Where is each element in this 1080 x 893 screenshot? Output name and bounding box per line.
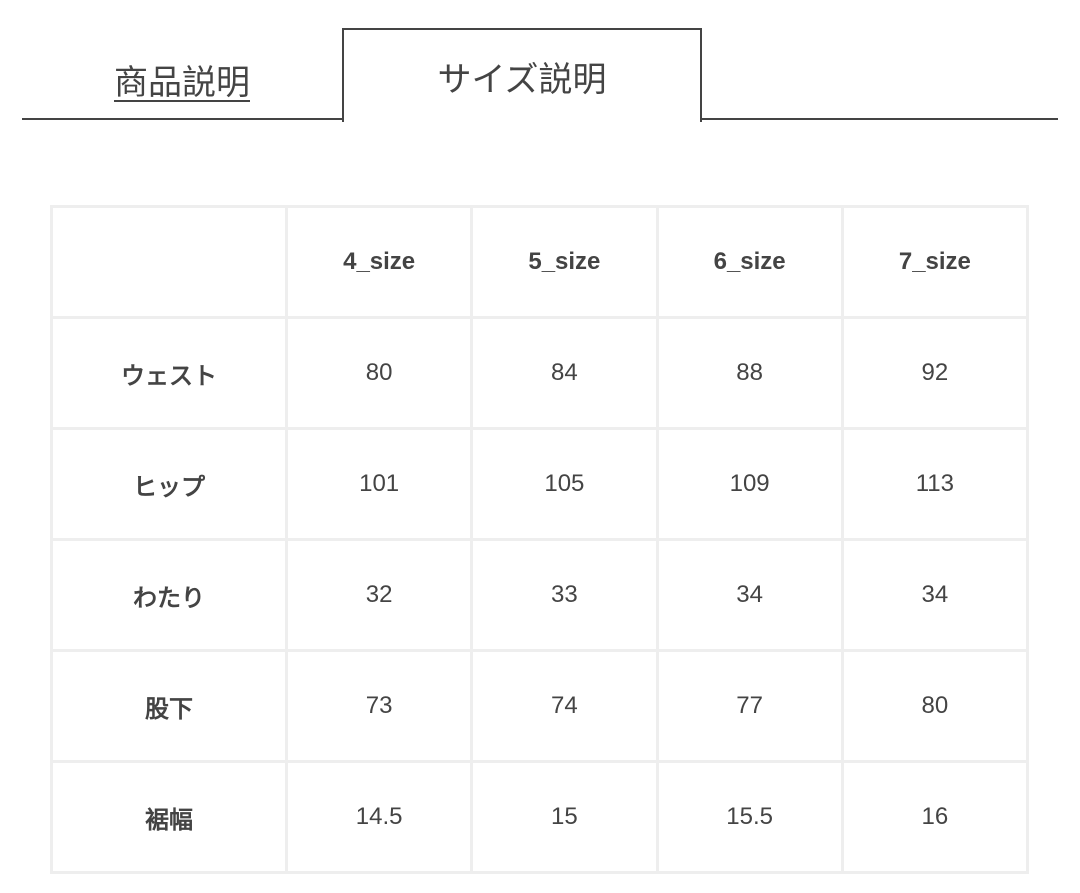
table-cell: 80 [284,316,474,430]
header-4-size: 4_size [284,205,474,319]
tab-label: サイズ説明 [437,59,607,100]
header-5-size: 5_size [470,205,659,319]
row-label: 股下 [50,649,288,763]
header-empty [50,205,288,319]
table-cell: 77 [655,649,844,763]
table-cell: 92 [840,316,1030,430]
table-cell: 14.5 [284,760,474,874]
table-cell: 34 [840,538,1030,652]
header-7-size: 7_size [840,205,1030,319]
row-label: ヒップ [50,427,288,541]
header-6-size: 6_size [655,205,844,319]
table-row: わたり 32 33 34 34 [50,538,1030,652]
row-label: 裾幅 [50,760,288,874]
tab-label: 商品説明 [114,62,250,103]
tab-size-description[interactable]: サイズ説明 [342,28,702,122]
table-row: 股下 73 74 77 80 [50,649,1030,763]
tab-divider-right [700,118,1058,120]
table-cell: 84 [470,316,659,430]
table-row: 裾幅 14.5 15 15.5 16 [50,760,1030,874]
tab-divider-left [22,118,344,120]
table-cell: 15.5 [655,760,844,874]
row-label: わたり [50,538,288,652]
row-label: ウェスト [50,316,288,430]
table-row: ヒップ 101 105 109 113 [50,427,1030,541]
table-cell: 101 [284,427,474,541]
table-cell: 16 [840,760,1030,874]
table-cell: 109 [655,427,844,541]
table-cell: 33 [470,538,659,652]
table-cell: 88 [655,316,844,430]
table-header-row: 4_size 5_size 6_size 7_size [50,205,1030,319]
table-cell: 34 [655,538,844,652]
table-cell: 32 [284,538,474,652]
tab-product-description[interactable]: 商品説明 [22,40,342,118]
table-cell: 80 [840,649,1030,763]
size-table: 4_size 5_size 6_size 7_size ウェスト 80 84 88 92… [50,205,1030,874]
table-cell: 74 [470,649,659,763]
table-cell: 105 [470,427,659,541]
table-cell: 73 [284,649,474,763]
table-cell: 113 [840,427,1030,541]
table-cell: 15 [470,760,659,874]
table-row: ウェスト 80 84 88 92 [50,316,1030,430]
